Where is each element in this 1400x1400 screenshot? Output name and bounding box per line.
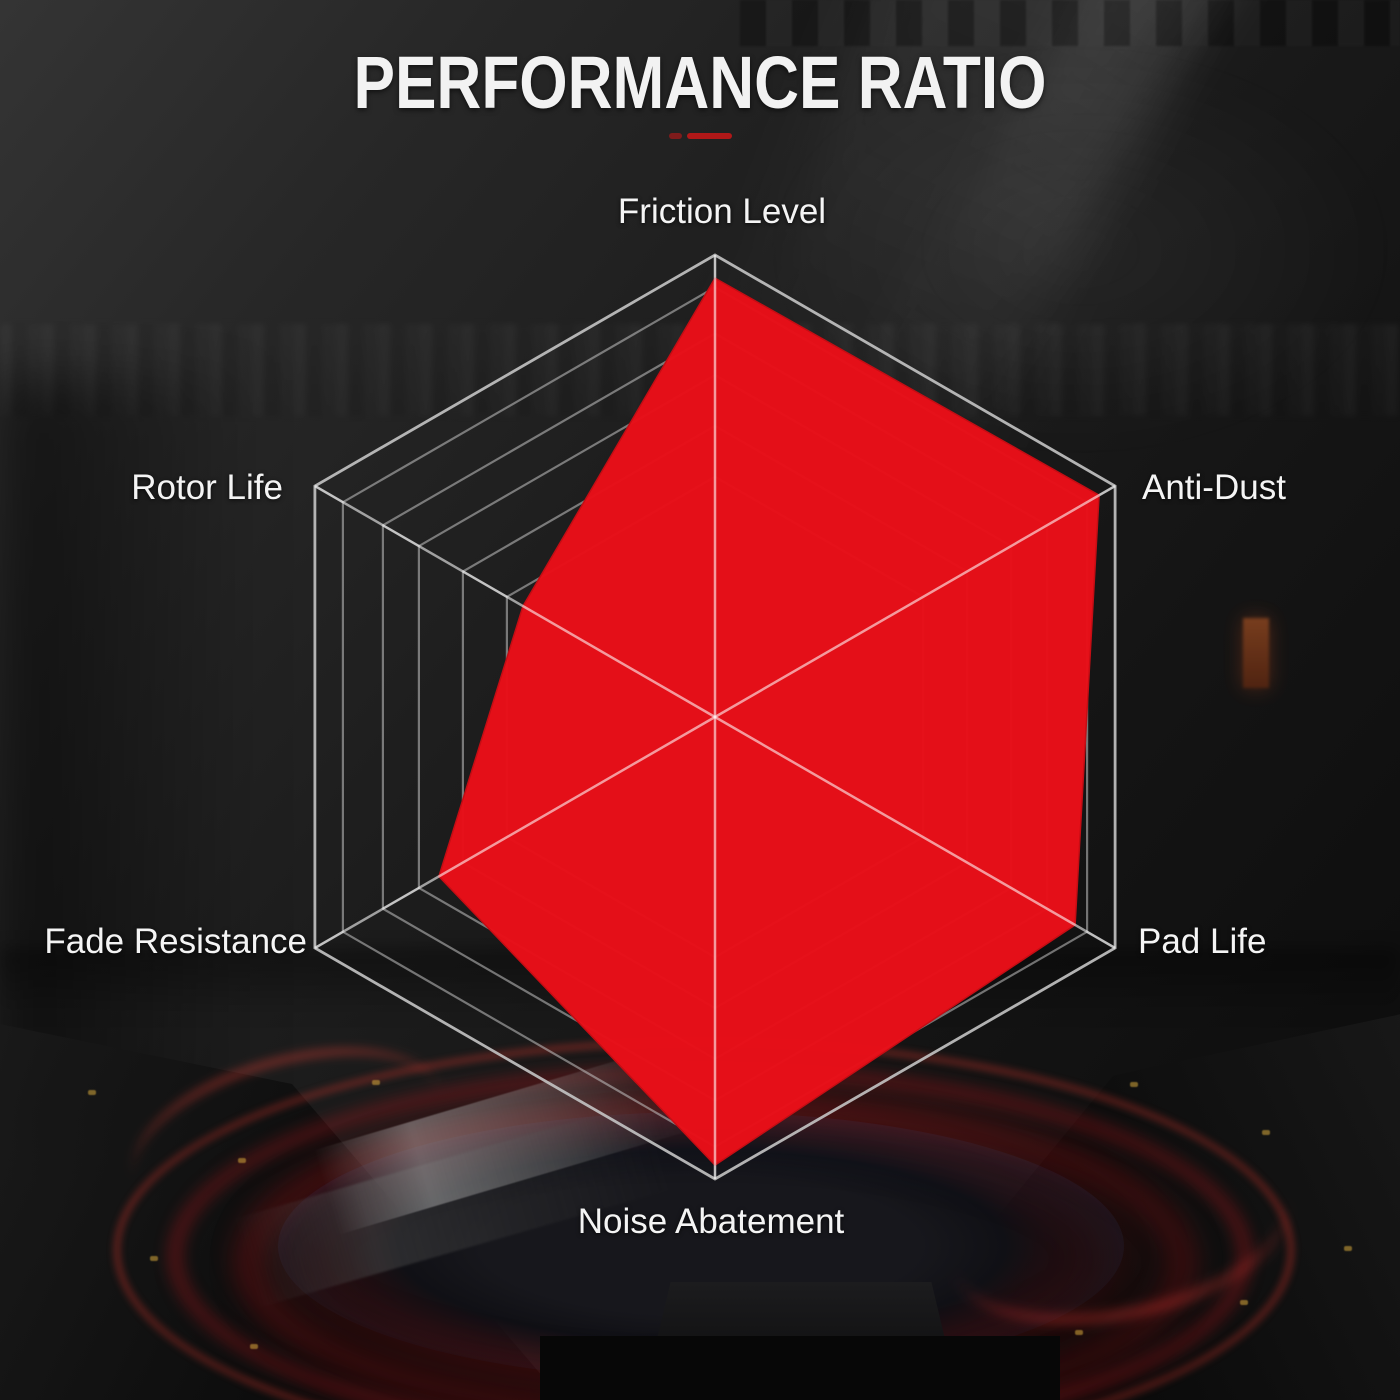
accent-dot (1344, 1246, 1352, 1251)
machinery-orange-light (1243, 618, 1269, 688)
accent-dot (250, 1344, 258, 1349)
axis-label-rotor-life: Rotor Life (131, 468, 283, 507)
radar-value-polygon (438, 277, 1100, 1167)
axis-label-noise-abatement: Noise Abatement (577, 1202, 845, 1241)
accent-dash-short (668, 133, 682, 139)
accent-dot (238, 1158, 246, 1163)
accent-dash-long (686, 133, 732, 139)
axis-label-fade-resistance: Fade Resistance (44, 922, 307, 961)
axis-label-anti-dust: Anti-Dust (1142, 468, 1286, 507)
left-vignette (0, 380, 260, 1140)
top-right-blinds-texture (740, 0, 1400, 46)
accent-dot (88, 1090, 96, 1095)
center-pedestal-base (540, 1336, 1060, 1400)
page-title: PERFORMANCE RATIO (353, 41, 1047, 124)
accent-dot (1262, 1130, 1270, 1135)
radar-spoke (714, 484, 1116, 719)
radar-spoke (714, 715, 1116, 950)
axis-label-pad-life: Pad Life (1138, 922, 1267, 961)
accent-dot (1240, 1300, 1248, 1305)
accent-dot (150, 1256, 158, 1261)
accent-dot (372, 1080, 380, 1085)
axis-label-friction-level: Friction Level (617, 192, 827, 231)
title-accent-dashes (0, 133, 1400, 139)
radar-spoke (314, 715, 716, 950)
radar-spoke (314, 484, 716, 719)
accent-dot (1075, 1330, 1083, 1335)
accent-dot (1130, 1082, 1138, 1087)
